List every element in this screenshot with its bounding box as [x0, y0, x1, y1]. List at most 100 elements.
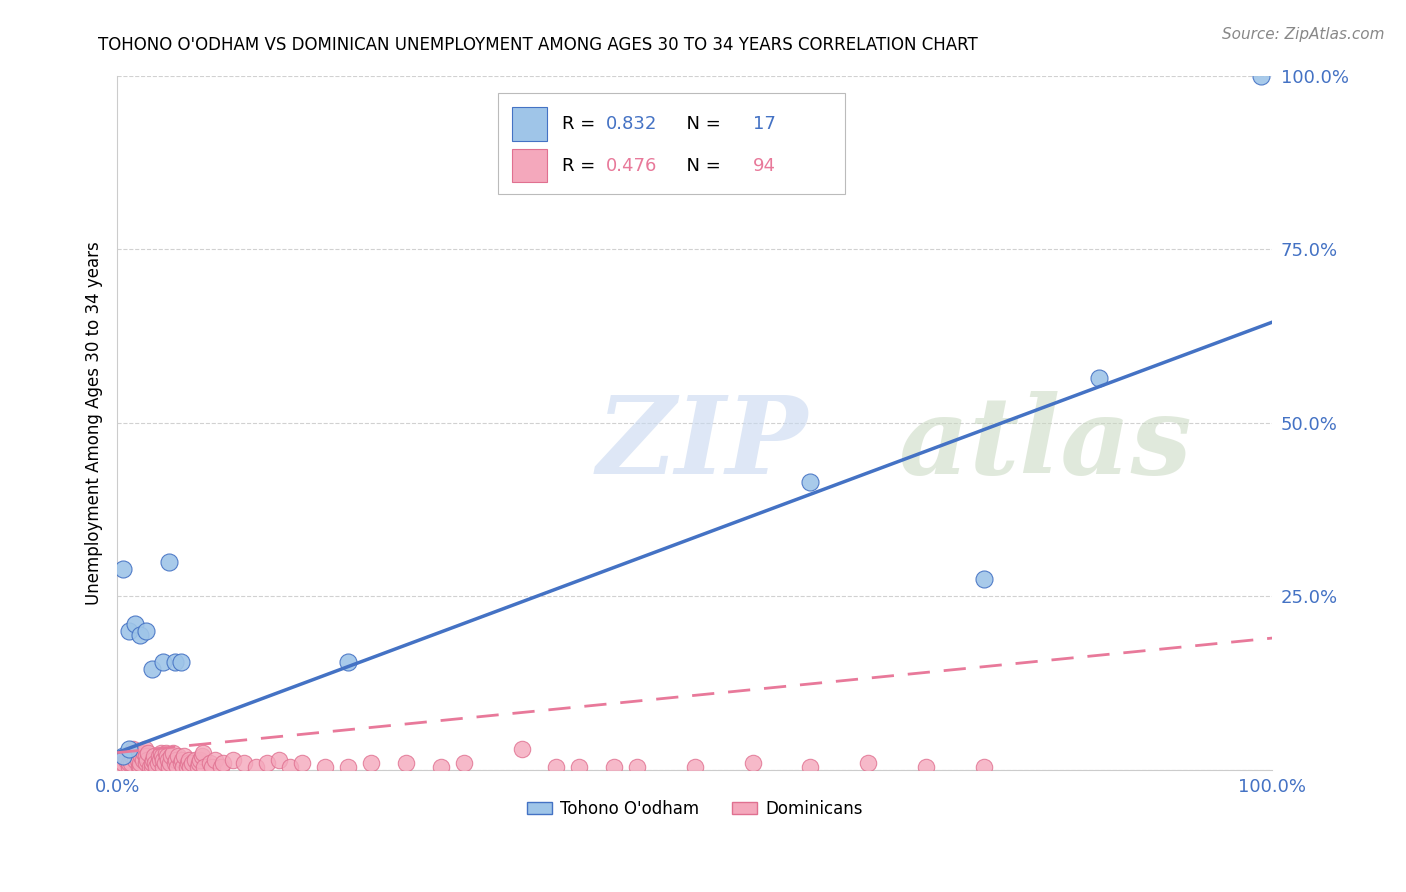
Point [337, 656, 360, 670]
Point [395, 756, 418, 770]
Point [128, 759, 150, 773]
Point [156, 749, 179, 764]
Point [118, 756, 141, 770]
Point [157, 555, 180, 569]
Point [163, 756, 186, 770]
Point [209, 759, 232, 773]
Point [245, 759, 267, 773]
Point [159, 756, 181, 770]
Y-axis label: Unemployment Among Ages 30 to 34 years: Unemployment Among Ages 30 to 34 years [86, 241, 103, 605]
Point [152, 753, 174, 767]
Point [118, 742, 141, 756]
Point [856, 756, 879, 770]
Point [153, 756, 176, 770]
Point [141, 756, 163, 770]
Point [141, 759, 163, 773]
Text: 0.476: 0.476 [606, 157, 657, 175]
Point [143, 756, 166, 770]
Point [143, 749, 166, 764]
Point [157, 759, 180, 773]
Text: R =: R = [562, 157, 600, 175]
Point [626, 759, 648, 773]
FancyBboxPatch shape [512, 107, 547, 141]
Point [173, 749, 195, 764]
Point [170, 753, 193, 767]
Point [124, 746, 146, 760]
Point [429, 759, 451, 773]
Point [212, 756, 235, 770]
Point [162, 746, 184, 760]
Text: TOHONO O'ODHAM VS DOMINICAN UNEMPLOYMENT AMONG AGES 30 TO 34 YEARS CORRELATION C: TOHONO O'ODHAM VS DOMINICAN UNEMPLOYMENT… [98, 36, 979, 54]
Point [170, 656, 193, 670]
Point [360, 756, 382, 770]
Point [136, 753, 159, 767]
Point [163, 656, 186, 670]
Point [142, 753, 165, 767]
Point [201, 759, 224, 773]
Point [222, 753, 245, 767]
Point [135, 749, 157, 764]
Point [799, 475, 821, 489]
Text: atlas: atlas [596, 391, 1191, 497]
Point [152, 656, 174, 670]
Point [148, 749, 170, 764]
Point [129, 759, 152, 773]
Point [124, 753, 146, 767]
Text: R =: R = [562, 115, 600, 133]
Point [204, 753, 226, 767]
Point [603, 759, 626, 773]
Point [181, 756, 204, 770]
Point [233, 756, 256, 770]
Text: ZIP: ZIP [596, 391, 808, 497]
Point [132, 746, 155, 760]
Point [145, 759, 167, 773]
Text: 0.832: 0.832 [606, 115, 657, 133]
Point [973, 572, 995, 586]
Point [114, 749, 136, 764]
Point [683, 759, 706, 773]
Point [176, 759, 198, 773]
Point [546, 759, 568, 773]
Point [111, 561, 134, 575]
Point [973, 759, 995, 773]
Point [149, 753, 172, 767]
Point [190, 753, 212, 767]
Point [799, 759, 821, 773]
Text: N =: N = [675, 157, 727, 175]
Point [510, 742, 533, 756]
FancyBboxPatch shape [512, 149, 547, 183]
Point [568, 759, 591, 773]
Point [256, 756, 278, 770]
Point [110, 759, 132, 773]
Point [120, 756, 142, 770]
Point [187, 759, 209, 773]
Point [741, 756, 763, 770]
Text: N =: N = [675, 115, 727, 133]
Point [155, 746, 177, 760]
Point [115, 753, 138, 767]
Point [291, 756, 314, 770]
Point [172, 759, 194, 773]
Point [141, 662, 163, 676]
Point [138, 746, 160, 760]
Point [198, 756, 221, 770]
Point [160, 749, 183, 764]
FancyBboxPatch shape [499, 93, 845, 194]
Point [267, 753, 290, 767]
Text: 17: 17 [752, 115, 776, 133]
Point [134, 742, 156, 756]
Point [183, 753, 205, 767]
Point [131, 749, 153, 764]
Point [193, 759, 215, 773]
Point [111, 756, 134, 770]
Point [337, 759, 360, 773]
Point [135, 756, 157, 770]
Point [167, 749, 190, 764]
Point [177, 753, 200, 767]
Point [127, 753, 149, 767]
Point [453, 756, 475, 770]
Point [138, 759, 160, 773]
Point [280, 759, 302, 773]
Point [166, 759, 188, 773]
Point [121, 749, 143, 764]
